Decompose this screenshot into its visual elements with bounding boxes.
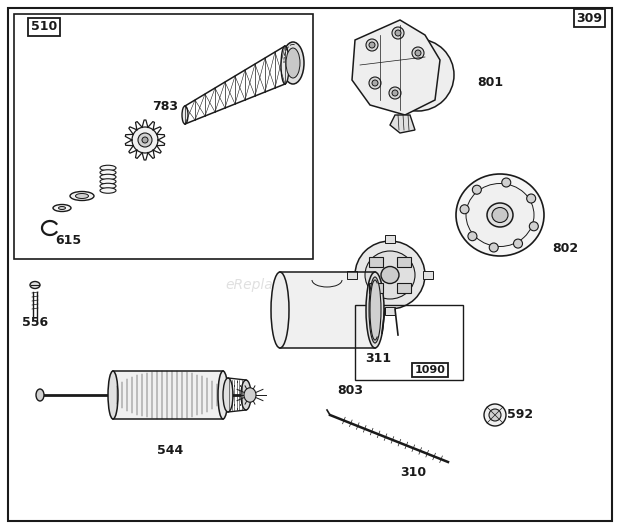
Text: 556: 556 bbox=[22, 315, 48, 329]
Text: 544: 544 bbox=[157, 443, 183, 457]
Ellipse shape bbox=[100, 165, 116, 171]
Text: 802: 802 bbox=[552, 242, 578, 254]
Ellipse shape bbox=[355, 241, 425, 309]
Circle shape bbox=[529, 222, 538, 231]
Bar bbox=[369, 257, 383, 267]
Text: 1090: 1090 bbox=[415, 365, 445, 375]
Ellipse shape bbox=[369, 277, 381, 343]
Ellipse shape bbox=[456, 174, 544, 256]
Ellipse shape bbox=[487, 203, 513, 227]
Ellipse shape bbox=[466, 184, 534, 247]
Circle shape bbox=[369, 77, 381, 89]
Bar bbox=[14, 14, 313, 259]
Text: 592: 592 bbox=[507, 408, 533, 422]
Circle shape bbox=[369, 42, 375, 48]
Circle shape bbox=[526, 194, 536, 203]
Ellipse shape bbox=[100, 179, 116, 184]
Ellipse shape bbox=[282, 42, 304, 84]
Circle shape bbox=[372, 80, 378, 86]
Text: eReplacementParts.com: eReplacementParts.com bbox=[225, 278, 395, 292]
Ellipse shape bbox=[76, 194, 89, 198]
Text: 615: 615 bbox=[55, 233, 81, 247]
Circle shape bbox=[489, 243, 498, 252]
Ellipse shape bbox=[108, 371, 118, 419]
Text: 803: 803 bbox=[337, 384, 363, 397]
Circle shape bbox=[484, 404, 506, 426]
Circle shape bbox=[489, 409, 501, 421]
Text: 310: 310 bbox=[400, 467, 426, 479]
Bar bbox=[113, 371, 223, 419]
Circle shape bbox=[412, 47, 424, 59]
Ellipse shape bbox=[36, 389, 44, 401]
Ellipse shape bbox=[241, 380, 251, 410]
Ellipse shape bbox=[382, 39, 454, 111]
Ellipse shape bbox=[182, 106, 188, 124]
Bar bbox=[397, 284, 411, 294]
Text: 309: 309 bbox=[576, 12, 602, 24]
Circle shape bbox=[138, 133, 152, 147]
Ellipse shape bbox=[100, 183, 116, 189]
Bar bbox=[369, 284, 383, 294]
Ellipse shape bbox=[366, 272, 384, 348]
Bar bbox=[347, 271, 357, 279]
Ellipse shape bbox=[100, 174, 116, 180]
Ellipse shape bbox=[281, 46, 289, 84]
Ellipse shape bbox=[30, 281, 40, 288]
Text: 801: 801 bbox=[477, 77, 503, 89]
Polygon shape bbox=[352, 20, 440, 115]
Bar bbox=[423, 271, 433, 279]
Ellipse shape bbox=[365, 251, 415, 299]
Ellipse shape bbox=[100, 188, 116, 193]
Bar bbox=[385, 235, 395, 243]
Ellipse shape bbox=[218, 371, 228, 419]
Circle shape bbox=[395, 30, 401, 36]
Ellipse shape bbox=[100, 170, 116, 175]
Circle shape bbox=[392, 90, 398, 96]
Polygon shape bbox=[390, 115, 415, 133]
Ellipse shape bbox=[271, 272, 289, 348]
Ellipse shape bbox=[53, 205, 71, 212]
Circle shape bbox=[392, 27, 404, 39]
Ellipse shape bbox=[58, 206, 66, 209]
Ellipse shape bbox=[286, 48, 300, 78]
Circle shape bbox=[366, 39, 378, 51]
Circle shape bbox=[142, 137, 148, 143]
Ellipse shape bbox=[492, 207, 508, 223]
Circle shape bbox=[415, 50, 421, 56]
Bar bbox=[280, 272, 375, 348]
Circle shape bbox=[502, 178, 511, 187]
Text: 783: 783 bbox=[152, 101, 178, 114]
Circle shape bbox=[472, 185, 481, 194]
Bar bbox=[355, 305, 463, 380]
Bar bbox=[385, 307, 395, 315]
Text: 311: 311 bbox=[365, 351, 391, 364]
Ellipse shape bbox=[70, 191, 94, 200]
Ellipse shape bbox=[381, 267, 399, 284]
Bar bbox=[397, 257, 411, 267]
Ellipse shape bbox=[223, 378, 233, 412]
Circle shape bbox=[460, 205, 469, 214]
Ellipse shape bbox=[244, 388, 256, 402]
Circle shape bbox=[468, 232, 477, 241]
Circle shape bbox=[132, 127, 158, 153]
Circle shape bbox=[389, 87, 401, 99]
Text: 510: 510 bbox=[31, 21, 57, 33]
Circle shape bbox=[513, 239, 523, 248]
